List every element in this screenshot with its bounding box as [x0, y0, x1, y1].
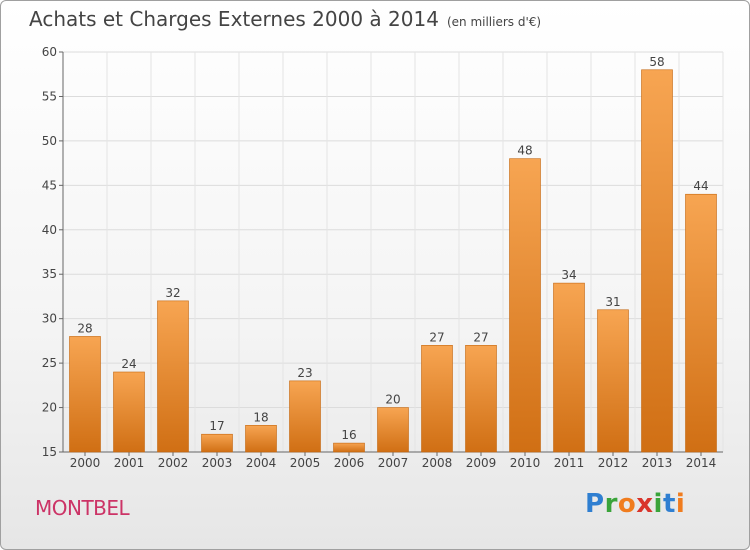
bar — [597, 309, 629, 453]
bar — [641, 69, 673, 453]
x-tick-label: 2001 — [114, 456, 145, 470]
x-tick-label: 2004 — [246, 456, 277, 470]
x-tick-label: 2014 — [686, 456, 717, 470]
x-tick-label: 2011 — [554, 456, 585, 470]
x-tick-label: 2002 — [158, 456, 189, 470]
y-tick-label: 45 — [42, 178, 57, 192]
bar-value-label: 27 — [429, 330, 444, 344]
x-tick-label: 2007 — [378, 456, 409, 470]
logo-letter: i — [653, 489, 663, 519]
y-tick-label: 40 — [42, 223, 57, 237]
y-tick-label: 60 — [42, 45, 57, 59]
bar-value-label: 23 — [297, 366, 312, 380]
x-tick-label: 2009 — [466, 456, 497, 470]
bar — [69, 336, 101, 453]
chart-title: Achats et Charges Externes 2000 à 2014 (e… — [29, 7, 541, 31]
bar-value-label: 44 — [693, 179, 708, 193]
logo-letter: i — [675, 489, 686, 519]
bar-value-label: 31 — [605, 295, 620, 309]
bar — [245, 425, 277, 453]
bar-value-label: 17 — [209, 419, 224, 433]
x-tick-label: 2013 — [642, 456, 673, 470]
x-tick-label: 2005 — [290, 456, 321, 470]
x-tick-label: 2012 — [598, 456, 629, 470]
bar — [201, 433, 233, 453]
x-tick-label: 2006 — [334, 456, 365, 470]
y-tick-label: 20 — [42, 401, 57, 415]
x-tick-label: 2000 — [70, 456, 101, 470]
proxiti-logo[interactable]: Proxiti — [585, 489, 685, 519]
bar-value-label: 16 — [341, 428, 356, 442]
bar — [509, 158, 541, 453]
bar-value-label: 28 — [77, 321, 92, 335]
bar-value-label: 58 — [649, 55, 664, 69]
bar-value-label: 27 — [473, 330, 488, 344]
chart-title-text: Achats et Charges Externes 2000 à 2014 — [29, 7, 439, 31]
bar — [685, 193, 717, 453]
bar — [289, 380, 321, 453]
bar-value-label: 48 — [517, 144, 532, 158]
bar-value-label: 32 — [165, 286, 180, 300]
y-tick-label: 25 — [42, 356, 57, 370]
y-tick-label: 55 — [42, 89, 57, 103]
bar-value-label: 18 — [253, 410, 268, 424]
bars — [69, 69, 717, 453]
logo-letter: r — [604, 489, 618, 519]
chart-subtitle: (en milliers d'€) — [446, 15, 542, 29]
bar-value-label: 20 — [385, 393, 400, 407]
bar — [333, 442, 365, 453]
x-tick-label: 2008 — [422, 456, 453, 470]
y-tick-label: 35 — [42, 267, 57, 281]
logo-letter: P — [585, 489, 605, 519]
y-tick-label: 15 — [42, 445, 57, 459]
y-tick-label: 50 — [42, 134, 57, 148]
bar — [421, 345, 453, 453]
bar-value-label: 34 — [561, 268, 576, 282]
bar — [465, 345, 497, 453]
logo-letter: o — [617, 489, 637, 519]
labels: 15 20 25 30 35 40 45 50 55 60 28 2000 24 2001 32 2002 17… — [42, 45, 717, 470]
logo-letter: x — [636, 489, 654, 519]
bar-value-label: 24 — [121, 357, 136, 371]
bar — [553, 282, 585, 453]
y-tick-label: 30 — [42, 312, 57, 326]
bar — [377, 407, 409, 453]
logo-letter: t — [662, 489, 676, 519]
bar — [113, 371, 145, 453]
x-tick-label: 2003 — [202, 456, 233, 470]
x-tick-label: 2010 — [510, 456, 541, 470]
commune-name: MONTBEL — [35, 496, 130, 520]
bar — [157, 300, 189, 453]
